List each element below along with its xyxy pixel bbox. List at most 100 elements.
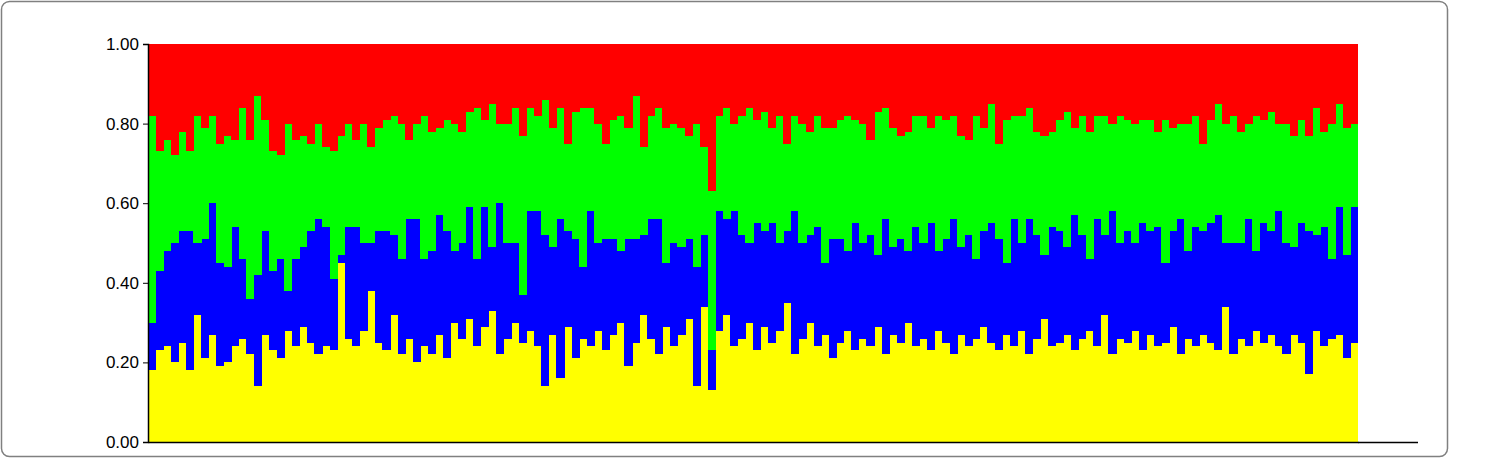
bar-segment xyxy=(874,44,882,112)
bar-segment xyxy=(1335,44,1343,104)
bar-segment xyxy=(209,44,217,116)
bar-segment xyxy=(458,339,466,442)
bar-segment xyxy=(919,243,927,339)
bar-segment xyxy=(1252,331,1260,442)
bar-segment xyxy=(693,386,701,442)
bar-segment xyxy=(1267,44,1275,112)
bar-segment xyxy=(564,231,572,327)
bar-segment xyxy=(1199,231,1207,334)
bar-segment xyxy=(1033,132,1041,235)
bar-segment xyxy=(466,319,474,442)
bar-segment xyxy=(413,124,421,220)
bar-segment xyxy=(451,44,459,124)
bar-segment xyxy=(413,219,421,362)
bar-segment xyxy=(882,219,890,354)
bar-segment xyxy=(851,223,859,350)
bar-segment xyxy=(587,44,595,108)
bar-segment xyxy=(1048,227,1056,346)
bar-segment xyxy=(972,44,980,116)
bar-segment xyxy=(193,315,201,442)
bar-segment xyxy=(564,144,572,232)
bar-segment xyxy=(496,44,504,124)
bar-segment xyxy=(632,239,640,342)
bar-segment xyxy=(972,339,980,442)
bar-segment xyxy=(730,211,738,346)
bar-segment xyxy=(897,44,905,136)
bar-segment xyxy=(1245,124,1253,220)
bar-segment xyxy=(753,223,761,350)
bar-segment xyxy=(1290,136,1298,247)
bar-segment xyxy=(503,339,511,442)
bar-segment xyxy=(337,136,345,255)
bar-segment xyxy=(851,44,859,120)
bar-segment xyxy=(420,116,428,259)
bar-segment xyxy=(1298,44,1306,120)
bar-segment xyxy=(1025,354,1033,442)
bar-segment xyxy=(1229,116,1237,243)
bar-segment xyxy=(375,231,383,342)
bar-segment xyxy=(511,243,519,323)
bar-segment xyxy=(935,331,943,442)
bar-segment xyxy=(776,331,784,442)
bar-segment xyxy=(314,354,322,442)
bar-segment xyxy=(534,116,542,212)
y-tick-label: 0.80 xyxy=(106,115,139,134)
bar-segment xyxy=(965,235,973,346)
bar-segment xyxy=(594,44,602,124)
bar-segment xyxy=(261,335,269,442)
bar-segment xyxy=(1093,219,1101,346)
bar-segment xyxy=(337,263,345,442)
bar-segment xyxy=(443,231,451,358)
bar-segment xyxy=(783,44,791,144)
bar-segment xyxy=(1003,335,1011,442)
bar-segment xyxy=(1275,211,1283,346)
bar-segment xyxy=(836,343,844,443)
bar-segment xyxy=(428,251,436,354)
bar-segment xyxy=(390,315,398,442)
bar-segment xyxy=(1245,44,1253,124)
bar-segment xyxy=(261,44,269,120)
bar-segment xyxy=(1093,116,1101,219)
bar-segment xyxy=(730,44,738,124)
bar-segment xyxy=(526,44,534,108)
bar-segment xyxy=(1025,108,1033,219)
bar-segment xyxy=(844,251,852,331)
bar-segment xyxy=(488,44,496,104)
bar-segment xyxy=(314,124,322,220)
bar-segment xyxy=(670,346,678,442)
bar-segment xyxy=(1161,44,1169,120)
bar-segment xyxy=(511,44,519,108)
bar-segment xyxy=(171,243,179,362)
bar-segment xyxy=(292,346,300,442)
y-axis: 0.000.200.400.600.801.00 xyxy=(106,35,149,452)
bar-segment xyxy=(1101,116,1109,235)
bar-segment xyxy=(609,120,617,239)
bar-segment xyxy=(1124,231,1132,342)
bar-segment xyxy=(292,140,300,259)
bar-segment xyxy=(163,346,171,442)
bar-segment xyxy=(738,44,746,116)
bar-segment xyxy=(1335,104,1343,207)
bar-segment xyxy=(398,354,406,442)
bar-segment xyxy=(405,219,413,338)
bar-segment xyxy=(927,128,935,224)
bar-segment xyxy=(178,132,186,232)
bar-segment xyxy=(284,124,292,291)
bar-segment xyxy=(330,44,338,151)
bar-segment xyxy=(587,211,595,346)
bar-segment xyxy=(685,136,693,239)
bar-segment xyxy=(1313,44,1321,108)
bar-segment xyxy=(1298,120,1306,223)
bar-segment xyxy=(730,346,738,442)
bar-segment xyxy=(503,124,511,243)
bar-segment xyxy=(1131,243,1139,331)
bar-segment xyxy=(1010,219,1018,346)
bar-segment xyxy=(1207,223,1215,342)
bar-segment xyxy=(269,350,277,442)
bar-segment xyxy=(745,323,753,442)
bar-segment xyxy=(201,128,209,239)
bar-segment xyxy=(193,116,201,243)
bar-segment xyxy=(277,358,285,442)
bar-segment xyxy=(685,319,693,442)
bar-segment xyxy=(980,128,988,231)
